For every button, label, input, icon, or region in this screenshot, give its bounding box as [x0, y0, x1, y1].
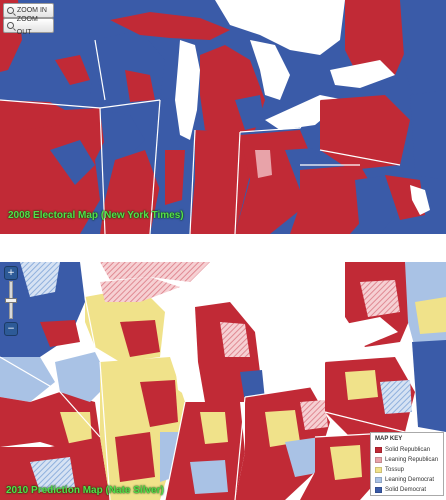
- map-key-swatch: [375, 477, 382, 483]
- zoom-slider-thumb[interactable]: [5, 298, 17, 303]
- leaning-democrat-region: [0, 357, 55, 402]
- tossup-region: [200, 412, 228, 444]
- map-key-item: Tossup: [375, 465, 439, 475]
- lake-huron: [250, 40, 290, 100]
- map-key-item: Leaning Republican: [375, 455, 439, 465]
- map-key-swatch: [375, 467, 382, 473]
- leaning-democrat-region: [20, 262, 60, 297]
- leaning-republican-region: [220, 322, 250, 357]
- tossup-region: [330, 445, 362, 480]
- republican-region: [120, 320, 160, 357]
- canada-area: [215, 0, 345, 55]
- map-2010-caption: 2010 Prediction Map (Nate Silver): [6, 485, 164, 496]
- chesapeake-bay: [410, 185, 430, 215]
- zoom-out-label: ZOOM OUT: [16, 15, 38, 36]
- lake-michigan: [174, 302, 198, 397]
- map-2010-panel[interactable]: + − MAP KEY Solid Republican Leaning Repu…: [0, 262, 446, 500]
- leaning-republican-region: [100, 262, 210, 282]
- democrat-region: [100, 110, 145, 160]
- map-key-item: Solid Democrat: [375, 485, 439, 495]
- democrat-region: [50, 140, 95, 185]
- map-key-swatch: [375, 447, 382, 453]
- democrat-region: [355, 175, 400, 234]
- tossup-region: [345, 370, 378, 400]
- leaning-democrat-region: [55, 352, 110, 402]
- map-2008-caption: 2008 Electoral Map (New York Times): [8, 210, 184, 221]
- zoom-in-button[interactable]: ZOOM IN: [3, 3, 54, 18]
- tossup-region: [415, 297, 446, 334]
- map-key-title: MAP KEY: [375, 436, 403, 442]
- leaning-democrat-region: [30, 457, 75, 492]
- republican-region: [110, 12, 230, 40]
- lake-michigan: [175, 40, 200, 140]
- lake-ontario: [330, 317, 398, 347]
- map-key-items: Solid Republican Leaning Republican Tossup…: [375, 445, 439, 495]
- democrat-region: [410, 90, 446, 180]
- magnifier-icon: [7, 22, 14, 29]
- lake-ontario: [330, 60, 395, 88]
- lake-erie: [265, 352, 350, 390]
- leaning-republican-region: [255, 150, 272, 178]
- lake-huron: [250, 292, 290, 357]
- leaning-republican-region: [100, 277, 180, 302]
- democrat-region: [235, 95, 265, 130]
- zoom-slider[interactable]: + −: [4, 266, 18, 336]
- republican-region: [320, 95, 410, 170]
- map-key-legend: MAP KEY Solid Republican Leaning Republic…: [370, 432, 444, 496]
- map-2008-canvas[interactable]: [0, 0, 446, 234]
- leaning-republican-region: [360, 280, 400, 317]
- map-key-item: Leaning Democrat: [375, 475, 439, 485]
- map-key-label: Leaning Republican: [385, 457, 439, 463]
- zoom-in-label: ZOOM IN: [17, 7, 47, 14]
- republican-region: [165, 150, 185, 205]
- republican-region: [55, 55, 90, 85]
- democrat-region: [240, 370, 265, 402]
- democrat-region: [400, 0, 446, 115]
- leaning-democrat-region: [285, 437, 322, 477]
- zoom-out-button[interactable]: ZOOM OUT: [3, 16, 54, 36]
- leaning-democrat-region: [190, 460, 228, 494]
- map-2008-panel[interactable]: ZOOM IN ZOOM OUT 2008 Electoral Map (New…: [0, 0, 446, 234]
- republican-region: [385, 175, 425, 220]
- map-key-swatch: [375, 487, 382, 493]
- leaning-republican-region: [300, 400, 328, 430]
- republican-region: [100, 150, 160, 234]
- map-key-label: Solid Democrat: [385, 487, 427, 493]
- state-borders: [0, 296, 406, 500]
- republican-region: [125, 70, 155, 102]
- republican-region: [140, 380, 178, 427]
- map-key-swatch: [375, 457, 382, 463]
- canada-area: [205, 262, 345, 312]
- magnifier-icon: [7, 7, 14, 14]
- republican-region: [190, 130, 250, 234]
- republican-region: [40, 320, 80, 347]
- zoom-out-button[interactable]: −: [4, 322, 18, 336]
- map-key-label: Leaning Democrat: [385, 477, 435, 483]
- map-key-item: Solid Republican: [375, 445, 439, 455]
- tossup-region: [60, 412, 92, 447]
- republican-region: [115, 432, 155, 482]
- leaning-democrat-region: [380, 380, 412, 414]
- state-borders: [0, 39, 401, 234]
- democrat-region: [412, 340, 446, 432]
- zoom-in-button[interactable]: +: [4, 266, 18, 280]
- map-key-label: Tossup: [385, 467, 405, 473]
- map-2010-canvas[interactable]: [0, 262, 446, 500]
- tossup-region: [265, 410, 300, 447]
- republican-region: [345, 0, 410, 80]
- map-key-label: Solid Republican: [385, 447, 431, 453]
